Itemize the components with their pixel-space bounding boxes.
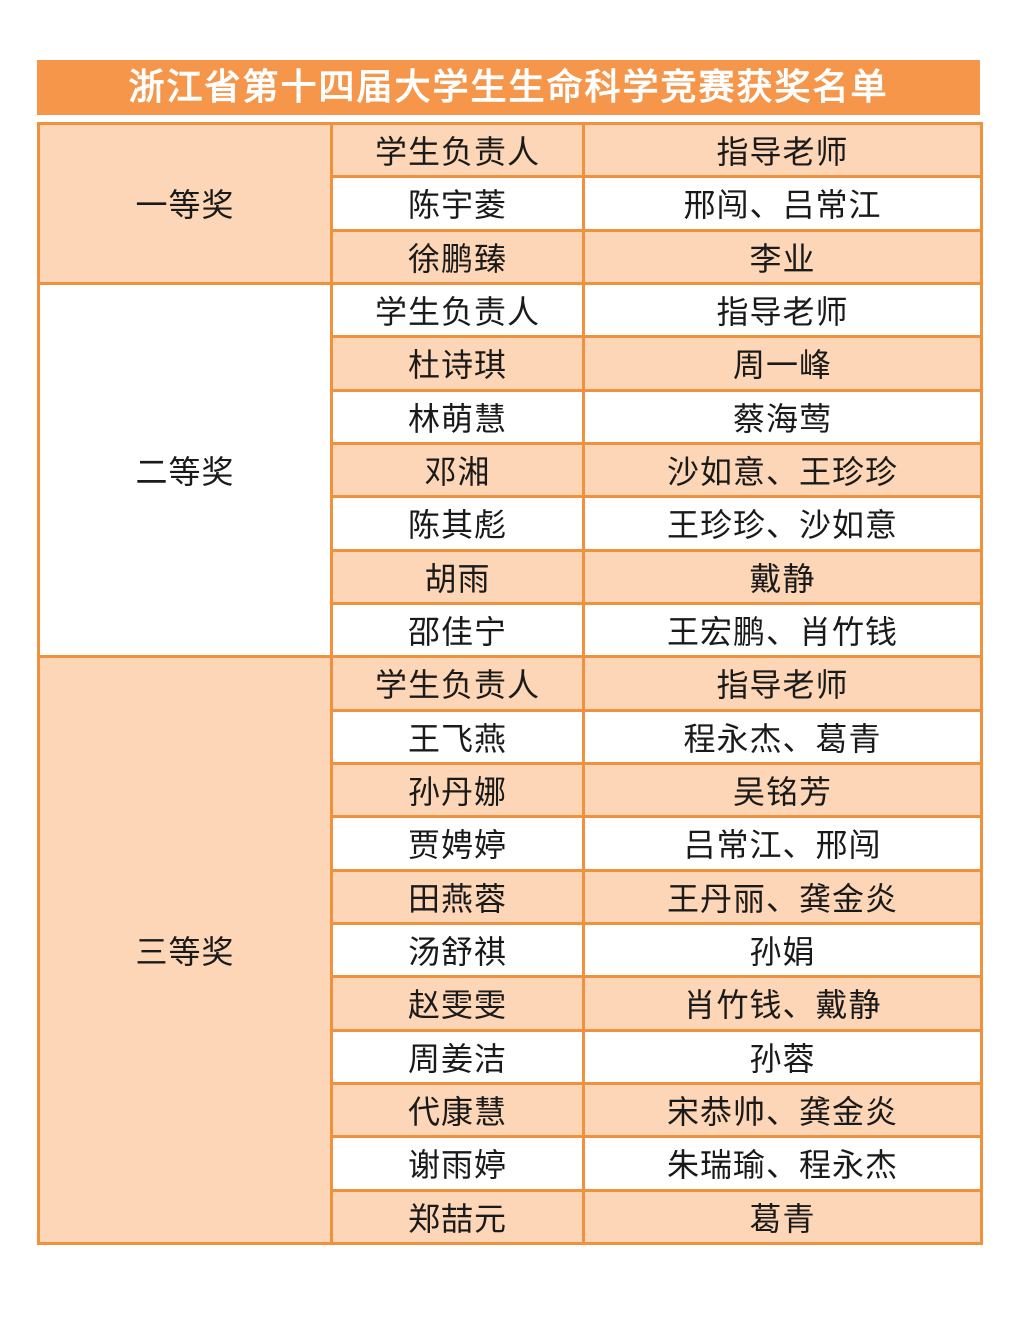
table-row: 贾娉婷 吕常江、邢闯 [39,815,983,872]
teacher-name-cell: 周一峰 [582,335,983,392]
student-name-cell: 林萌慧 [330,388,585,445]
teacher-column-header: 指导老师 [582,655,983,712]
table-row: 邵佳宁 王宏鹏、肖竹钱 [39,601,983,659]
teacher-name-cell: 王丹丽、龚金炎 [582,868,983,925]
student-name-cell: 周姜洁 [330,1028,585,1085]
table-row: 二等奖 学生负责人 指导老师 [37,281,983,659]
student-name-cell: 邵佳宁 [330,601,585,659]
teacher-name-cell: 蔡海莺 [582,388,983,445]
teacher-name-cell: 王宏鹏、肖竹钱 [582,601,983,659]
teacher-name-cell: 沙如意、王珍珍 [582,441,983,499]
student-name-cell: 代康慧 [330,1081,585,1139]
table-row: 王飞燕 程永杰、葛青 [39,708,983,765]
award-grid: 一等奖 学生负责人 指导老师 陈宇菱 邢闯、吕常江 徐鹏臻 李业 二等奖 学生负… [37,121,983,1246]
student-name-cell: 邓湘 [330,441,585,499]
student-name-cell: 陈其彪 [330,495,585,552]
table-row: 田燕蓉 王丹丽、龚金炎 [39,868,983,925]
table-row: 陈其彪 王珍珍、沙如意 [39,495,983,552]
student-name-cell: 陈宇菱 [330,175,585,232]
teacher-name-cell: 朱瑞瑜、程永杰 [582,1135,983,1192]
prize-label-first: 一等奖 [37,122,333,285]
table-row: 杜诗琪 周一峰 [39,335,983,392]
student-name-cell: 杜诗琪 [330,335,585,392]
table-row: 汤舒祺 孙娟 [39,921,983,979]
table-row: 三等奖 学生负责人 指导老师 [37,655,983,1245]
teacher-name-cell: 孙蓉 [582,1028,983,1085]
student-name-cell: 王飞燕 [330,708,585,765]
student-name-cell: 赵雯雯 [330,975,585,1032]
table-row: 邓湘 沙如意、王珍珍 [39,441,983,499]
table-row: 赵雯雯 肖竹钱、戴静 [39,975,983,1032]
table-row: 陈宇菱 邢闯、吕常江 [39,175,983,232]
student-column-header: 学生负责人 [330,655,585,712]
table-row: 谢雨婷 朱瑞瑜、程永杰 [39,1135,983,1192]
teacher-name-cell: 吴铭芳 [582,761,983,819]
teacher-name-cell: 吕常江、邢闯 [582,815,983,872]
table-row: 郑喆元 葛青 [39,1188,983,1246]
table-row: 林萌慧 蔡海莺 [39,388,983,445]
prize-label-second: 二等奖 [37,281,333,659]
student-name-cell: 汤舒祺 [330,921,585,979]
award-table: 浙江省第十四届大学生生命科学竞赛获奖名单 一等奖 学生负责人 指导老师 陈宇菱 … [37,60,983,1246]
table-title: 浙江省第十四届大学生生命科学竞赛获奖名单 [37,60,980,115]
teacher-name-cell: 宋恭帅、龚金炎 [582,1081,983,1139]
table-row: 徐鹏臻 李业 [39,228,983,285]
teacher-name-cell: 李业 [582,228,983,285]
student-name-cell: 贾娉婷 [330,815,585,872]
student-name-cell: 郑喆元 [330,1188,585,1246]
student-column-header: 学生负责人 [330,121,585,179]
teacher-column-header: 指导老师 [582,121,983,179]
student-name-cell: 田燕蓉 [330,868,585,925]
teacher-name-cell: 王珍珍、沙如意 [582,495,983,552]
student-column-header: 学生负责人 [330,281,585,339]
teacher-name-cell: 孙娟 [582,921,983,979]
student-name-cell: 孙丹娜 [330,761,585,819]
table-row: 周姜洁 孙蓉 [39,1028,983,1085]
student-name-cell: 徐鹏臻 [330,228,585,285]
table-row: 孙丹娜 吴铭芳 [39,761,983,819]
table-row: 胡雨 戴静 [39,548,983,605]
student-name-cell: 胡雨 [330,548,585,605]
teacher-name-cell: 邢闯、吕常江 [582,175,983,232]
teacher-name-cell: 肖竹钱、戴静 [582,975,983,1032]
table-row: 代康慧 宋恭帅、龚金炎 [39,1081,983,1139]
teacher-name-cell: 程永杰、葛青 [582,708,983,765]
teacher-name-cell: 葛青 [582,1188,983,1246]
table-row: 一等奖 学生负责人 指导老师 [37,121,983,285]
student-name-cell: 谢雨婷 [330,1135,585,1192]
prize-label-third: 三等奖 [37,655,333,1245]
teacher-name-cell: 戴静 [582,548,983,605]
teacher-column-header: 指导老师 [582,281,983,339]
